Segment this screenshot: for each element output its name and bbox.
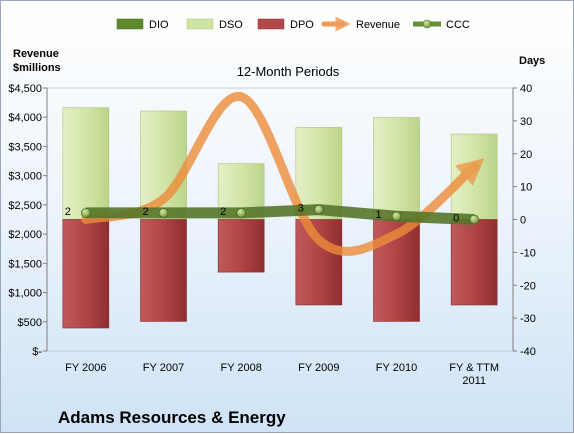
chart-subtitle: 12-Month Periods	[237, 64, 340, 79]
bar-dpo	[217, 219, 265, 273]
left-tick-label: $4,500	[8, 83, 42, 95]
x-tick-label: FY 2008	[220, 362, 261, 374]
left-axis: $- $500 $1,000 $1,500 $2,000 $2,500 $3,000 $3,5…	[8, 83, 48, 358]
legend-label-dio: DIO	[149, 19, 169, 31]
ccc-point	[391, 211, 402, 222]
left-tick-label: $500	[18, 317, 42, 329]
ccc-data-label: 2	[142, 206, 148, 218]
revenue-line	[81, 92, 485, 256]
bar-dso	[373, 117, 420, 220]
ccc-point	[469, 214, 480, 225]
bar-dpo	[295, 219, 343, 306]
x-axis: FY 2006 FY 2007 FY 2008 FY 2009 FY 2010 FY & …	[65, 362, 499, 387]
right-tick-label: 0	[520, 215, 526, 227]
left-tick-label: $-	[32, 346, 42, 358]
legend-swatch-dio	[116, 18, 144, 30]
ccc-data-label: 3	[298, 203, 304, 215]
bar-dpo	[62, 219, 110, 329]
right-tick-label: -40	[520, 346, 536, 358]
x-tick-label: 2011	[462, 375, 486, 387]
legend-swatch-dpo	[257, 18, 285, 30]
ccc-line	[85, 204, 475, 225]
ccc-point	[80, 208, 91, 218]
legend-item-dio: DIO	[116, 18, 169, 31]
ccc-data-label: 0	[453, 213, 459, 225]
right-tick-label: -30	[520, 313, 536, 325]
right-tick-label: -10	[520, 247, 536, 259]
bar-dpo	[450, 219, 498, 306]
bar-dso	[62, 107, 110, 220]
legend-label-dso: DSO	[219, 19, 243, 31]
right-tick-label: 20	[520, 149, 532, 161]
bars-layer	[62, 107, 498, 329]
left-tick-label: $3,500	[8, 141, 42, 153]
left-axis-title-line2: $millions	[13, 62, 61, 74]
ccc-point	[158, 208, 169, 218]
legend-item-ccc: CCC	[413, 19, 470, 31]
left-tick-label: $3,000	[8, 171, 42, 183]
x-tick-label: FY 2006	[65, 362, 106, 374]
ccc-data-label: 2	[220, 206, 226, 218]
x-tick-label: FY & TTM	[449, 362, 499, 374]
ccc-data-label: 2	[65, 206, 71, 218]
left-axis-title-line1: Revenue	[13, 48, 59, 60]
chart-title: Adams Resources & Energy	[58, 408, 286, 427]
ccc-point	[313, 204, 324, 215]
left-tick-label: $4,000	[8, 112, 42, 124]
left-tick-label: $2,000	[8, 229, 42, 241]
x-tick-label: FY 2009	[298, 362, 339, 374]
legend-swatch-ccc-dot	[422, 19, 432, 29]
legend-label-revenue: Revenue	[356, 19, 400, 31]
left-tick-label: $1,500	[8, 258, 42, 270]
right-tick-label: -20	[520, 280, 536, 292]
right-axis: -40 -30 -20 -10 0 10 20 30 40	[512, 83, 536, 358]
ccc-layer: 2 2 2 3 1 0	[65, 203, 480, 225]
legend-label-ccc: CCC	[446, 19, 470, 31]
legend: DIO DSO DPO Revenue CCC	[116, 16, 470, 32]
x-tick-label: FY 2010	[376, 362, 417, 374]
right-tick-label: 30	[520, 116, 532, 128]
right-tick-label: 40	[520, 83, 532, 95]
right-axis-title: Days	[519, 55, 545, 67]
legend-item-revenue: Revenue	[321, 16, 400, 32]
left-tick-label: $2,500	[8, 200, 42, 212]
legend-label-dpo: DPO	[290, 19, 314, 31]
bar-dpo	[140, 219, 187, 322]
ccc-point	[236, 208, 247, 218]
right-tick-label: 10	[520, 182, 532, 194]
revenue-layer	[81, 92, 485, 256]
ccc-data-label: 1	[375, 209, 381, 221]
left-tick-label: $1,000	[8, 288, 42, 300]
x-tick-label: FY 2007	[143, 362, 184, 374]
legend-swatch-dso	[186, 18, 214, 30]
legend-item-dso: DSO	[186, 18, 243, 31]
legend-item-dpo: DPO	[257, 18, 314, 31]
